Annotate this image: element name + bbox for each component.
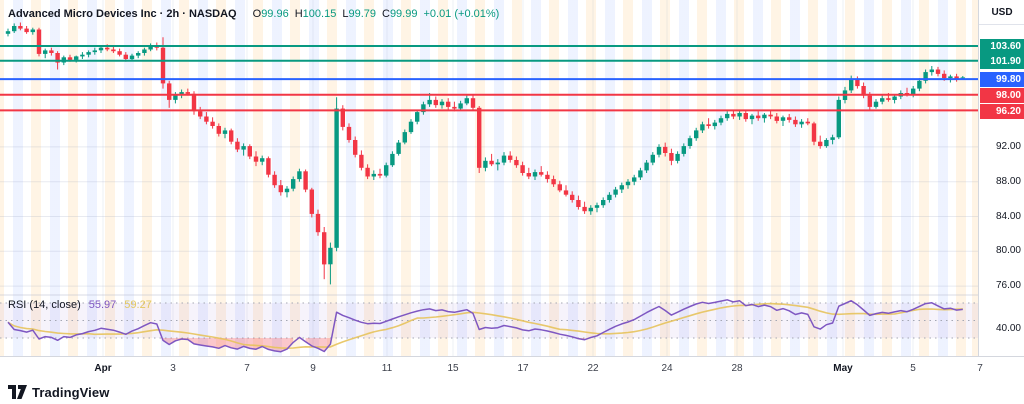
symbol-legend[interactable]: Advanced Micro Devices Inc · 2h · NASDAQ… [8, 8, 499, 20]
time-axis[interactable]: Apr 3 7 9 11 15 17 22 24 28 May 5 7 [0, 356, 1024, 381]
time-axis-label: 15 [447, 363, 459, 374]
ohlc-value: 99.99 [389, 8, 418, 20]
currency-label: USD [979, 0, 1024, 25]
symbol-title: Advanced Micro Devices Inc · 2h · NASDAQ [8, 8, 237, 20]
price-level-chip: 96.20 [980, 103, 1024, 119]
price-level-chip: 103.60 [980, 38, 1024, 54]
time-axis-label: 7 [977, 363, 983, 374]
time-axis-label: Apr [94, 363, 112, 374]
main-chart-canvas[interactable] [0, 0, 978, 356]
price-axis-label: 80.00 [995, 245, 1021, 256]
ohlc-value: 99.96 [261, 8, 289, 20]
tradingview-logo-icon [8, 385, 27, 399]
ohlc-label: L [342, 8, 349, 20]
price-level-chip: 98.00 [980, 87, 1024, 103]
rsi-ma-value: 59.27 [124, 299, 152, 311]
time-axis-label: 9 [310, 363, 316, 374]
time-axis-label: 3 [170, 363, 176, 374]
ohlc-label: O [252, 8, 262, 20]
price-level-chip: 101.90 [980, 53, 1024, 69]
ohlc-values: O99.96 H100.15 L99.79 C99.99 [247, 8, 418, 20]
rsi-value: 55.97 [88, 299, 117, 311]
time-axis-label: 7 [244, 363, 250, 374]
price-axis[interactable]: USD 103.60 101.90 99.80 98.00 96.20 92.00 88.0… [978, 0, 1024, 356]
time-axis-label: 11 [381, 363, 393, 374]
ohlc-value: 100.15 [302, 8, 337, 20]
price-axis-label: 84.00 [995, 211, 1021, 222]
time-axis-label: 28 [731, 363, 743, 374]
price-level-chip: 99.80 [980, 71, 1024, 87]
change-value: +0.01 (+0.01%) [423, 8, 500, 20]
rsi-indicator-name: RSI (14, close) [8, 299, 81, 311]
time-axis-label: May [833, 363, 853, 374]
ohlc-value: 99.79 [348, 8, 376, 20]
price-axis-label: 40.00 [995, 323, 1021, 334]
ohlc-label: C [381, 8, 390, 20]
tradingview-logo-text: TradingView [32, 384, 110, 400]
price-axis-label: 92.00 [995, 141, 1021, 152]
rsi-legend[interactable]: RSI (14, close) 55.97 59.27 [8, 299, 152, 311]
tradingview-logo[interactable]: TradingView [8, 382, 109, 402]
ohlc-label: H [294, 8, 303, 20]
time-axis-label: 17 [517, 363, 529, 374]
price-axis-label: 76.00 [995, 280, 1021, 291]
price-axis-label: 88.00 [995, 176, 1021, 187]
time-axis-label: 22 [587, 363, 599, 374]
time-axis-label: 24 [661, 363, 673, 374]
time-axis-label: 5 [910, 363, 916, 374]
